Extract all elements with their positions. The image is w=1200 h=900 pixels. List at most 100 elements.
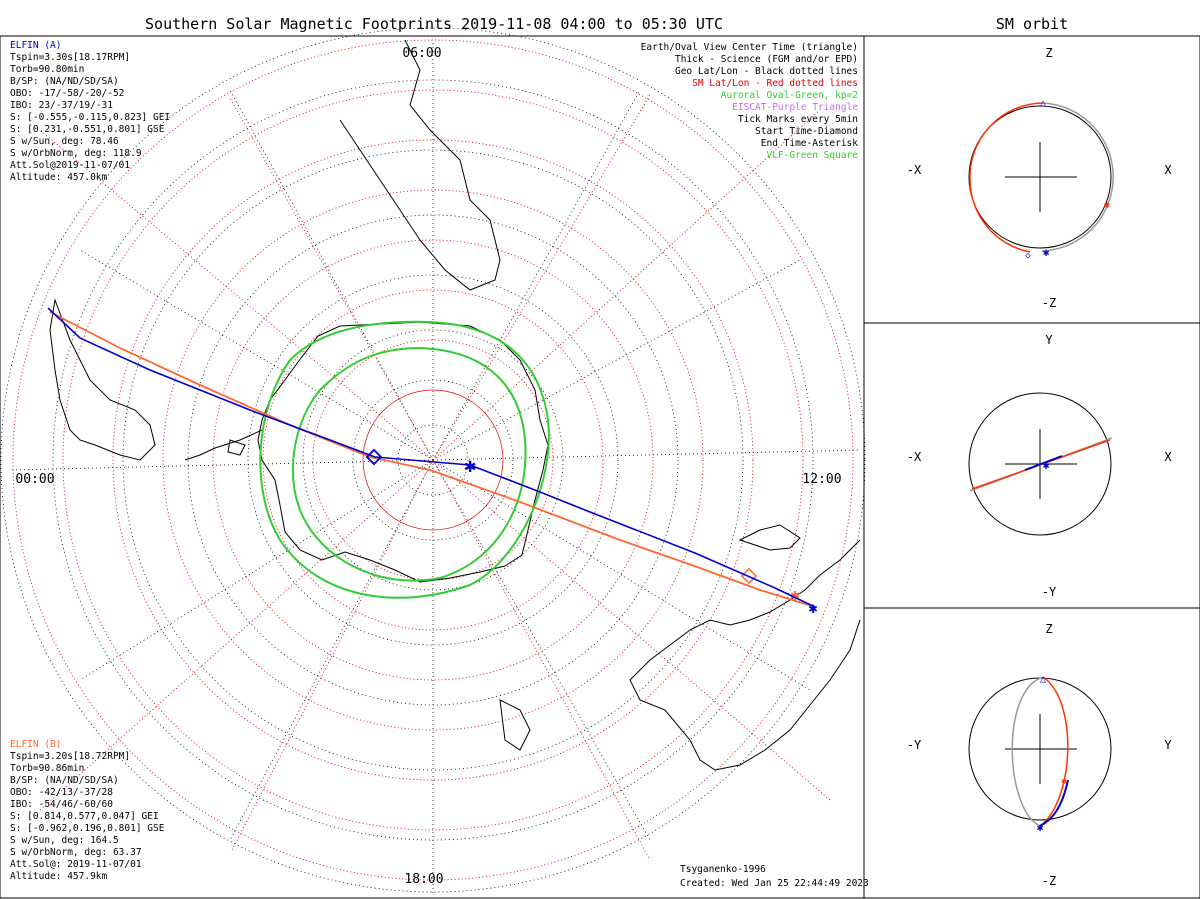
hour-label-bottom: 18:00: [404, 872, 443, 887]
legend-item: Auroral Oval-Green, kp=2: [721, 90, 858, 101]
sm-lat-circle: [162, 189, 704, 731]
sm-lon-line: [432, 109, 821, 461]
elfin-b-end-asterisk: ✱: [790, 585, 800, 604]
diamond-marker: ◇: [1025, 251, 1031, 261]
axis-label-bottom: -Z: [1042, 296, 1056, 310]
legend-item: EISCAT-Purple Triangle: [732, 102, 858, 113]
island-coastline: [227, 439, 246, 456]
elfin-a-start-diamond: [365, 448, 383, 466]
elfin-a-line: S w/Sun, deg: 78.46: [10, 136, 119, 147]
triangle-marker: △: [1040, 674, 1046, 685]
elfin-b-trace: [49, 311, 816, 608]
elfin-a-line: S: [-0.555,-0.115,0.823] GEI: [10, 112, 170, 123]
legend-item: Geo Lat/Lon - Black dotted lines: [675, 66, 858, 77]
hour-label-right: 12:00: [802, 472, 841, 487]
sm-lon-line: [231, 459, 434, 851]
sm-lon-line: [39, 459, 434, 811]
sm-lat-circle: [112, 139, 754, 781]
hour-label-top: 06:00: [402, 46, 441, 61]
auroral-oval: [259, 320, 550, 599]
elfin-b-track: ✱: [49, 311, 816, 608]
elfin-b-line: S: [-0.962,0.196,0.801] GSE: [10, 823, 165, 834]
axis-label-left: -X: [907, 163, 922, 177]
elfin-a-line: Altitude: 457.0km: [10, 172, 108, 183]
elfin-b-line: Torb=90.86min: [10, 763, 84, 774]
elfin-a-center-asterisk: ✱: [464, 453, 476, 477]
legend-item: Start Time-Diamond: [755, 126, 858, 137]
sm-lat-circle: [262, 289, 604, 631]
asterisk-marker: ✱: [1043, 246, 1050, 259]
geo-lon-line: [229, 459, 434, 841]
axis-label-left: -X: [907, 450, 922, 464]
orbit-panel-xz: △ ✱ ◇ ✱ Z -Z -X X: [907, 46, 1173, 310]
geo-lat-circle: [302, 329, 564, 591]
sm-lon-line: [39, 129, 434, 461]
elfin-b-name: ELFIN (B): [10, 739, 61, 750]
new-zealand-coastline: [499, 699, 531, 751]
geo-lon-line: [432, 89, 641, 461]
asterisk-marker: ✱: [1104, 200, 1110, 211]
elfin-b-line: Altitude: 457.9km: [10, 871, 108, 882]
legend-item: End Time-Asterisk: [761, 138, 859, 149]
elfin-b-line: B/SP: (NA/ND/SD/SA): [10, 775, 119, 786]
orbit-a-segment: [1039, 779, 1069, 827]
africa-coastline: [339, 39, 501, 291]
elfin-b-line: Tspin=3.20s[18.72RPM]: [10, 751, 130, 762]
elfin-b-info: ELFIN (B) Tspin=3.20s[18.72RPM] Torb=90.…: [10, 739, 165, 882]
elfin-b-line: S w/OrbNorm, deg: 63.37: [10, 847, 142, 858]
sm-lon-line: [229, 97, 434, 461]
geo-lon-line: [229, 89, 434, 461]
elfin-b-line: IBO: -54/46/-60/60: [10, 799, 113, 810]
axis-label-left: -Y: [907, 738, 922, 752]
elfin-b-line: Att.Sol@: 2019-11-07/01: [10, 859, 142, 870]
sm-lat-circle: [212, 239, 654, 681]
antarctica-coastline: [257, 321, 549, 583]
elfin-a-end-asterisk: ✱: [808, 599, 817, 617]
elfin-a-line: OBO: -17/-58/-20/-52: [10, 88, 124, 99]
elfin-a-name: ELFIN (A): [10, 40, 61, 51]
axis-label-top: Z: [1045, 622, 1052, 636]
axis-label-right: Y: [1164, 738, 1172, 752]
elfin-a-line: IBO: 23/-37/19/-31: [10, 100, 113, 111]
sm-lat-circle: [362, 389, 504, 531]
elfin-a-line: Torb=90.80min: [10, 64, 84, 75]
elfin-a-line: B/SP: (NA/ND/SD/SA): [10, 76, 119, 87]
legend: Earth/Oval View Center Time (triangle) T…: [641, 42, 859, 161]
geo-lon-line: [432, 459, 651, 841]
orbit-panel-xy: ✱ Y -Y -X X: [907, 333, 1173, 599]
south-america-coastline: [49, 298, 156, 461]
elfin-b-line: OBO: -42/13/-37/28: [10, 787, 113, 798]
orbit-panel-yz: △ ✱ ✱ Z -Z -Y Y: [907, 622, 1173, 888]
legend-item: Tick Marks every 5min: [738, 114, 858, 125]
geo-grid: [11, 42, 861, 895]
orbit-a-segment: [1024, 455, 1063, 471]
earth-circle: [968, 105, 1112, 249]
sm-lat-circle: [12, 39, 854, 881]
elfin-a-line: S w/OrbNorm, deg: 118.9: [10, 148, 142, 159]
axis-label-top: Y: [1045, 333, 1053, 347]
auroral-oval-outer: [259, 320, 550, 599]
axis-label-bottom: -Y: [1042, 585, 1057, 599]
main-title: Southern Solar Magnetic Footprints 2019-…: [145, 15, 723, 33]
elfin-a-line: S: [0.231,-0.551,0.801] GSE: [10, 124, 165, 135]
orbit-a-path: [1041, 102, 1114, 252]
orbit-a-path: [1011, 676, 1044, 827]
triangle-marker: △: [1040, 98, 1046, 109]
coastlines: [49, 39, 861, 771]
geo-lat-circle: [397, 424, 469, 496]
orbit-b-path: [969, 102, 1044, 253]
orbit-title: SM orbit: [996, 15, 1068, 33]
model-label: Tsyganenko-1996: [680, 864, 766, 875]
legend-item: VLF-Green Square: [766, 150, 858, 161]
antarctic-peninsula-coastline: [184, 429, 263, 461]
sm-lon-line: [432, 94, 651, 461]
asterisk-marker: ✱: [1043, 459, 1050, 472]
elfin-a-line: Att.Sol@2019-11-07/01: [10, 160, 130, 171]
geo-lon-line: [432, 259, 801, 461]
legend-item: SM Lat/Lon - Red dotted lines: [692, 78, 858, 89]
elfin-a-track: ✱ ✱: [47, 307, 818, 617]
hour-label-left: 00:00: [15, 472, 54, 487]
orbit-frame: [863, 35, 1200, 899]
axis-label-top: Z: [1045, 46, 1052, 60]
